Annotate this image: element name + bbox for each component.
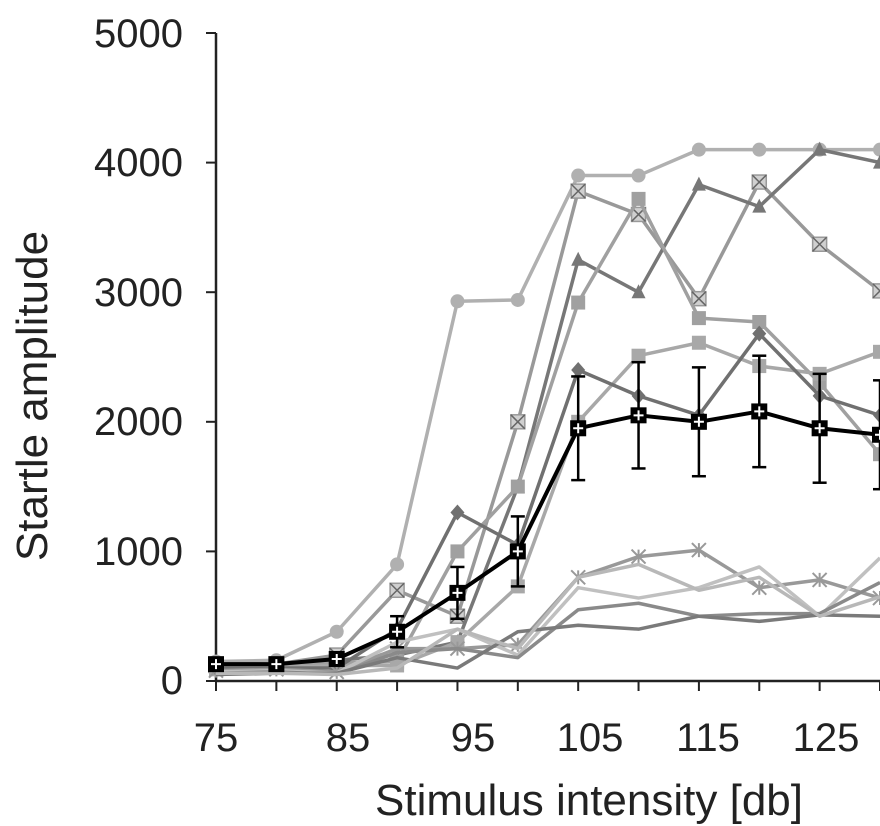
data-point <box>510 479 525 494</box>
series-line <box>215 197 880 670</box>
data-point <box>811 572 828 588</box>
series-line <box>215 340 880 672</box>
data-point-plus <box>754 406 765 417</box>
data-point <box>571 251 586 266</box>
data-point-cross <box>691 291 707 307</box>
series-line <box>215 180 880 668</box>
data-point <box>873 344 880 359</box>
series-11 <box>216 562 880 677</box>
data-point-cross <box>389 582 405 598</box>
data-point <box>752 315 767 330</box>
x-tick-label: 105 <box>557 716 624 760</box>
series-line <box>216 331 880 670</box>
data-point-plus <box>271 659 282 670</box>
data-point <box>510 292 525 307</box>
x-axis-ticks: 75 85 95 105 115 125 <box>194 716 860 760</box>
data-point <box>631 284 646 299</box>
data-point <box>571 295 586 310</box>
data-point-plus <box>573 423 584 434</box>
y-tick-label: 5000 <box>94 12 183 56</box>
data-point-cross <box>751 174 767 190</box>
x-tick-label: 85 <box>326 716 371 760</box>
data-point <box>751 579 767 596</box>
series-1 <box>208 174 880 674</box>
y-tick-label: 4000 <box>94 141 183 185</box>
data-point <box>872 283 880 299</box>
data-point <box>691 311 706 326</box>
data-point-plus <box>875 429 880 440</box>
data-point <box>873 447 880 462</box>
data-point <box>571 361 586 378</box>
x-tick-label: 95 <box>451 716 496 760</box>
data-point <box>390 557 405 572</box>
data-point <box>752 325 767 342</box>
data-point <box>752 198 767 213</box>
data-point <box>691 142 706 157</box>
y-axis-ticks: 0 1000 2000 3000 4000 5000 <box>94 12 183 703</box>
series-line <box>215 147 880 664</box>
data-point-cross <box>570 183 586 199</box>
data-point-plus <box>814 423 825 434</box>
data-point-plus <box>512 546 523 557</box>
data-point <box>450 504 465 521</box>
data-point <box>631 168 646 183</box>
data-point-cross <box>872 283 880 299</box>
data-point <box>691 335 706 350</box>
data-point-cross <box>812 236 828 252</box>
series-6 <box>208 354 880 673</box>
y-tick-label: 1000 <box>94 530 183 574</box>
data-point <box>631 191 646 206</box>
series-line <box>216 409 880 667</box>
data-point-plus <box>331 653 342 664</box>
x-tick-label: 125 <box>793 716 860 760</box>
data-point <box>872 590 880 606</box>
data-point <box>691 176 706 191</box>
data-point <box>752 142 767 157</box>
data-point-cross <box>510 414 526 430</box>
data-point-plus <box>633 410 644 421</box>
data-point-plus <box>211 659 221 670</box>
data-point <box>812 141 827 156</box>
y-tick-label: 3000 <box>94 271 183 315</box>
data-point <box>873 142 880 157</box>
data-point <box>329 624 344 639</box>
data-point-plus <box>693 416 704 427</box>
data-point <box>691 542 707 558</box>
x-tick-label: 75 <box>194 716 239 760</box>
x-tick-label: 115 <box>676 716 740 760</box>
y-tick-label: 2000 <box>94 400 183 444</box>
x-axis-label: Stimulus intensity [db] <box>375 776 803 825</box>
data-point <box>450 544 465 559</box>
data-point <box>631 348 646 363</box>
y-tick-label: 0 <box>161 659 183 703</box>
data-point <box>450 294 465 309</box>
plot-area <box>206 32 880 691</box>
y-axis-label: Startle amplitude <box>8 231 57 561</box>
data-point <box>873 154 880 169</box>
data-point-plus <box>392 626 403 637</box>
data-point <box>630 548 647 565</box>
data-point <box>873 407 880 424</box>
series-3 <box>209 191 880 676</box>
series-line <box>216 562 880 677</box>
data-point-plus <box>452 587 463 598</box>
data-point <box>571 168 586 183</box>
